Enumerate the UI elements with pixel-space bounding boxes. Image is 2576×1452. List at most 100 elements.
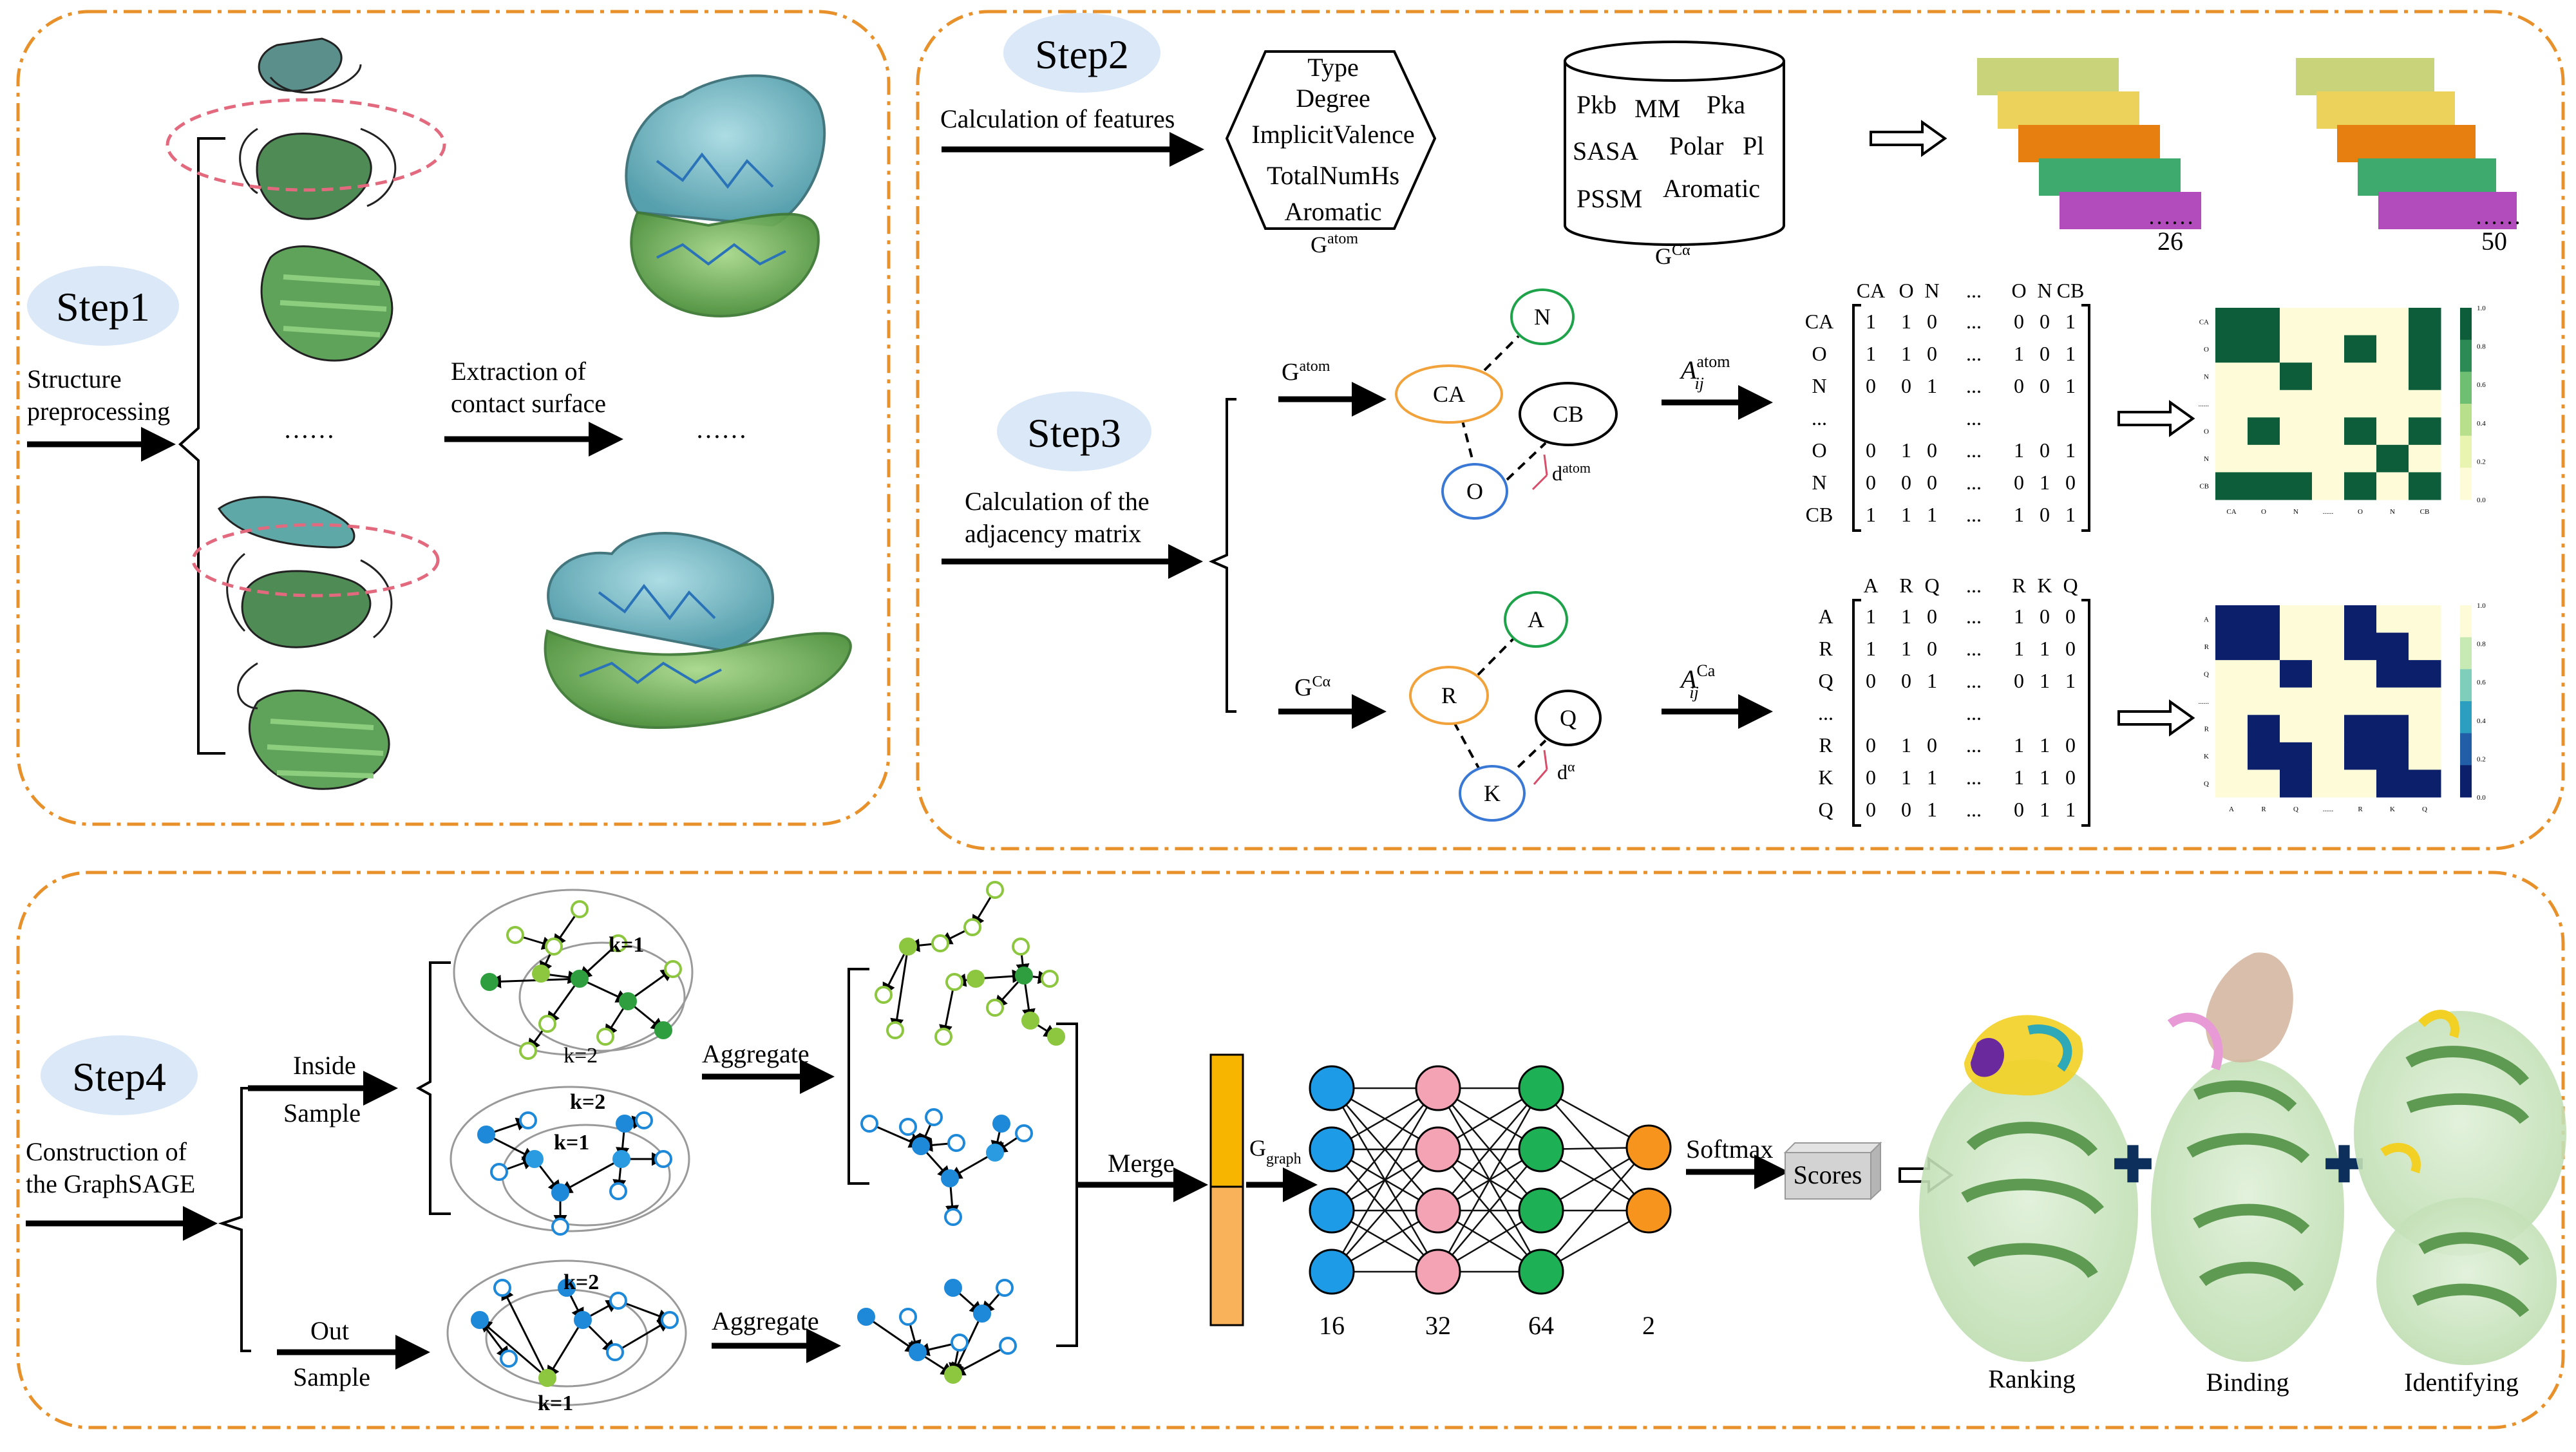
matrix-ca-col-header: K (2037, 574, 2052, 597)
heatmap-ca-xtick: Q (2422, 806, 2427, 813)
out-graph-k2: k=2 (564, 1270, 599, 1294)
out-graph-edge (478, 1319, 548, 1379)
matrix-ca-cell: ... (1966, 766, 1982, 789)
heatmap-ca-cell (2344, 742, 2377, 770)
heatmap-atom-cell (2248, 308, 2280, 336)
aggregated-graph-1-node (967, 970, 985, 988)
heatmap-ca-cell (2248, 687, 2280, 715)
matrix-atom-cell: 1 (1866, 503, 1876, 526)
heatmap-atom-cell (2376, 472, 2409, 500)
matrix-atom-right-bracket (2081, 304, 2090, 532)
heatmap-atom-ytick: N (2204, 373, 2209, 381)
matrix-atom-cell: 0 (1866, 438, 1876, 462)
matrix-atom-cell: 0 (1927, 310, 1937, 333)
matrix-atom-cell: 0 (2014, 310, 2024, 333)
heatmap-atom-cell (2215, 472, 2248, 500)
step4-group: Step4 Construction of the GraphSAGE Insi… (26, 881, 2566, 1415)
inside-graph-1-node (506, 926, 524, 944)
matrix-ca-cell: ... (1966, 637, 1982, 660)
heatmap-ca-colorbar-segment (2460, 605, 2472, 638)
heatmap-ca-cell (2376, 660, 2409, 688)
aggregated-graph-2-node (986, 1144, 1004, 1162)
nn-node-layer-4 (1625, 1187, 1672, 1234)
contact-surface-bottom (544, 532, 852, 730)
heatmap-ca-cell (2409, 687, 2441, 715)
matrix-atom-cell: 0 (1866, 471, 1876, 494)
matrix-atom-cell: 0 (1901, 374, 1911, 397)
heatmap-atom-cell (2409, 444, 2441, 473)
heatmap-atom-cell (2312, 417, 2345, 446)
inside-graph-2-node (490, 1163, 508, 1181)
aggregated-graph-3 (857, 1279, 1017, 1384)
aggregated-graph-1-node (875, 986, 893, 1004)
matrix-atom-cell: 1 (2065, 374, 2076, 397)
matrix-atom-row-header: N (1812, 471, 1826, 494)
inside-graph-2-edge (486, 1133, 536, 1160)
heatmap-ca-cell (2376, 715, 2409, 743)
matrix-ca-cell: 0 (2014, 798, 2024, 821)
inside-graph-1-node (596, 1028, 614, 1046)
heatmap-atom-colorbar-tick: 0.0 (2477, 496, 2486, 504)
matrix-atom-cell: 0 (2014, 471, 2024, 494)
matrix-ca-cell: ... (1966, 669, 1982, 692)
matrix-ca-cell: 1 (2040, 798, 2050, 821)
softmax-label: Softmax (1686, 1135, 1774, 1164)
inside-graph-1 (480, 900, 682, 1060)
heatmap-ca-xtick: R (2358, 806, 2363, 813)
g-graph-label: Ggraph (1249, 1135, 1302, 1167)
aggregated-graph-3-node (944, 1366, 962, 1384)
out-graph (471, 1279, 679, 1387)
matrix-atom-cell: 0 (2040, 438, 2050, 462)
heatmap-atom-cell (2344, 335, 2377, 363)
aggregated-graph-3-node (899, 1308, 917, 1326)
heatmap-ca-colorbar-tick: 1.0 (2477, 602, 2486, 610)
aggregated-graph-3-node (857, 1308, 875, 1326)
matrix-ca-cell: ... (1966, 701, 1982, 724)
matrix-atom-left-bracket (1852, 304, 1861, 532)
matrix-ca-col-header: R (1899, 574, 1913, 597)
matrix-atom-cell: 1 (1927, 503, 1937, 526)
out-label-line1: Out (310, 1316, 349, 1345)
heatmap-ca-xtick: R (2261, 806, 2266, 813)
matrix-atom-cell: 0 (1927, 342, 1937, 365)
matrix-ca-cell: 0 (1866, 766, 1876, 789)
nn-node-layer-2 (1415, 1187, 1461, 1234)
matrix-ca-col-header: R (2012, 574, 2026, 597)
heatmap-ca-cell (2248, 632, 2280, 661)
aggregated-graph-1-node (1012, 938, 1030, 956)
heatmap-ca-colorbar-tick: 0.0 (2477, 794, 2486, 802)
edge-o-cb (1506, 442, 1547, 481)
matrix-atom-cell: 1 (2014, 342, 2024, 365)
heatmap-ca-cell (2312, 632, 2345, 661)
matrix-atom-cell: 1 (2065, 310, 2076, 333)
aggregated-graph-2-node (899, 1118, 917, 1136)
heatmap-atom-cell (2312, 444, 2345, 473)
aggregated-graph-1-node (945, 973, 963, 991)
matrix-ca-cell: 0 (2065, 733, 2076, 757)
matrix-ca-row-header: R (1819, 733, 1833, 757)
aggregated-left-bracket (848, 968, 869, 1185)
matrix-ca-left-bracket (1852, 599, 1861, 827)
heatmap-atom-xtick: CA (2226, 508, 2236, 516)
preprocess-label-line1: Structure (27, 364, 122, 393)
matrix-atom-cell: 1 (1927, 374, 1937, 397)
matrix-atom-row-header: O (1812, 342, 1826, 365)
heatmap-ca-cell (2280, 660, 2313, 688)
aggregate-label-out: Aggregate (712, 1306, 819, 1335)
nn-node-layer-2 (1415, 1126, 1461, 1173)
heatmap-atom-cell (2215, 390, 2248, 418)
heatmap-ca-ytick: K (2204, 753, 2209, 760)
heatmap-ca-cell (2409, 742, 2441, 770)
matrix-atom-cell: ... (1966, 503, 1982, 526)
heatmap-ca-cell (2248, 715, 2280, 743)
inside-graph-1-edge (546, 978, 581, 1026)
heatmap-ca-cell (2409, 605, 2441, 634)
heatmap-ca-cell (2344, 605, 2377, 634)
matrix-ca-row-header: Q (1818, 798, 1833, 821)
step1-badge (27, 266, 179, 346)
ca-graph-caption: GCα (1655, 242, 1690, 269)
nn-node-layer-1 (1309, 1065, 1355, 1111)
feature-layer-2 (1998, 91, 2139, 129)
